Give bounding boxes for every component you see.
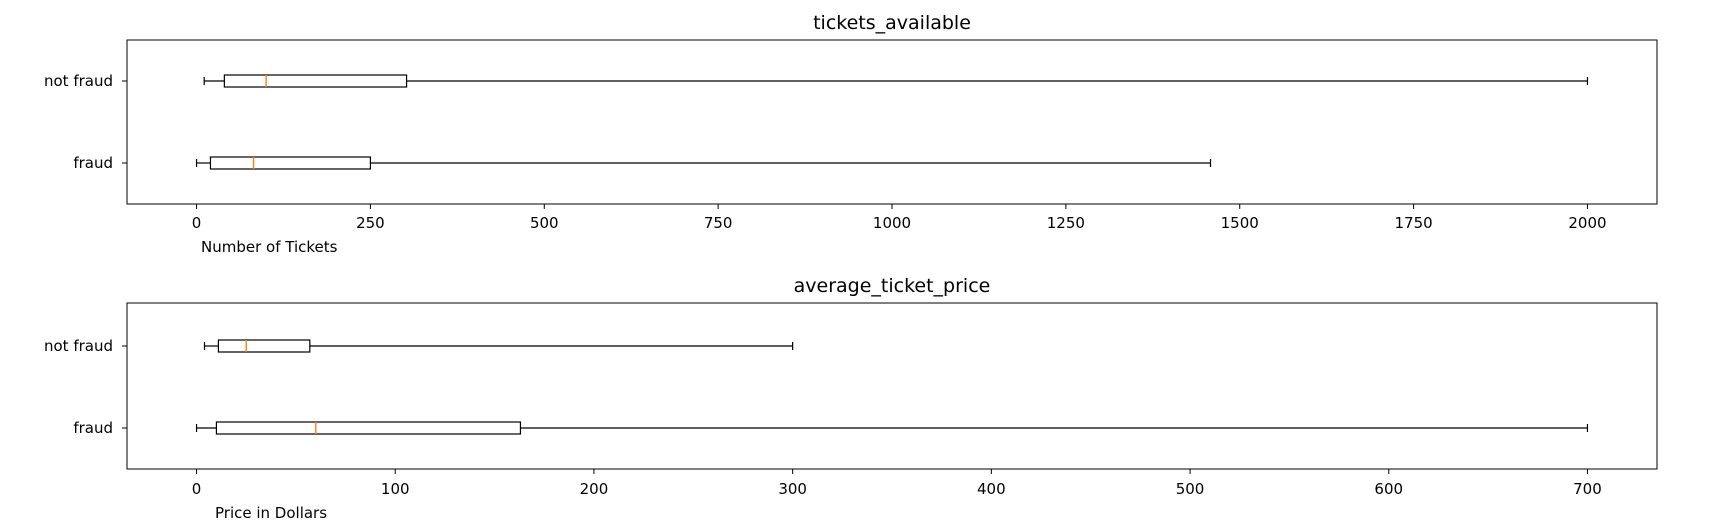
box-fraud bbox=[195, 421, 1589, 435]
x-tick-label: 300 bbox=[778, 480, 807, 498]
subplot-tickets-available: tickets_available not fraud fraud Number… bbox=[44, 12, 1658, 256]
iqr-box bbox=[215, 421, 522, 435]
x-tick-label: 1750 bbox=[1394, 214, 1432, 232]
x-tick-label: 250 bbox=[356, 214, 385, 232]
x-tick-label: 100 bbox=[381, 480, 410, 498]
x-tick-label: 600 bbox=[1374, 480, 1403, 498]
x-tick-label: 500 bbox=[530, 214, 559, 232]
y-tick-label-not-fraud: not fraud bbox=[44, 72, 113, 90]
y-tick-label-fraud: fraud bbox=[73, 419, 113, 437]
axes-frame bbox=[126, 302, 1658, 470]
x-tick-label: 500 bbox=[1176, 480, 1205, 498]
x-tick-label: 0 bbox=[192, 214, 202, 232]
x-tick-label: 400 bbox=[977, 480, 1006, 498]
boxes bbox=[195, 339, 1589, 435]
box-not-fraud bbox=[203, 339, 794, 353]
box-not-fraud bbox=[203, 74, 1589, 88]
box-fraud bbox=[195, 156, 1212, 170]
y-tick-label-fraud: fraud bbox=[73, 154, 113, 172]
x-axis-label: Price in Dollars bbox=[215, 504, 327, 522]
iqr-box bbox=[217, 339, 311, 353]
x-tick-label: 750 bbox=[704, 214, 733, 232]
x-axis-ticks: 0 250 500 750 1000 1250 1500 1750 2000 bbox=[122, 80, 1607, 232]
axes-frame bbox=[126, 39, 1658, 205]
iqr-box bbox=[223, 74, 408, 88]
boxes bbox=[195, 74, 1589, 170]
x-tick-label: 2000 bbox=[1568, 214, 1606, 232]
x-tick-label: 200 bbox=[580, 480, 609, 498]
chart-title: tickets_available bbox=[813, 12, 971, 34]
y-tick-label-not-fraud: not fraud bbox=[44, 337, 113, 355]
x-tick-label: 0 bbox=[192, 480, 202, 498]
x-tick-label: 700 bbox=[1573, 480, 1602, 498]
x-tick-label: 1250 bbox=[1047, 214, 1085, 232]
subplot-average-ticket-price: average_ticket_price not fraud fraud Pri… bbox=[44, 275, 1658, 522]
iqr-box bbox=[209, 156, 372, 170]
chart-title: average_ticket_price bbox=[794, 275, 991, 297]
x-tick-label: 1000 bbox=[873, 214, 911, 232]
x-tick-label: 1500 bbox=[1221, 214, 1259, 232]
x-axis-label: Number of Tickets bbox=[201, 238, 338, 256]
x-axis-ticks: 0 100 200 300 400 500 600 700 bbox=[122, 345, 1602, 498]
